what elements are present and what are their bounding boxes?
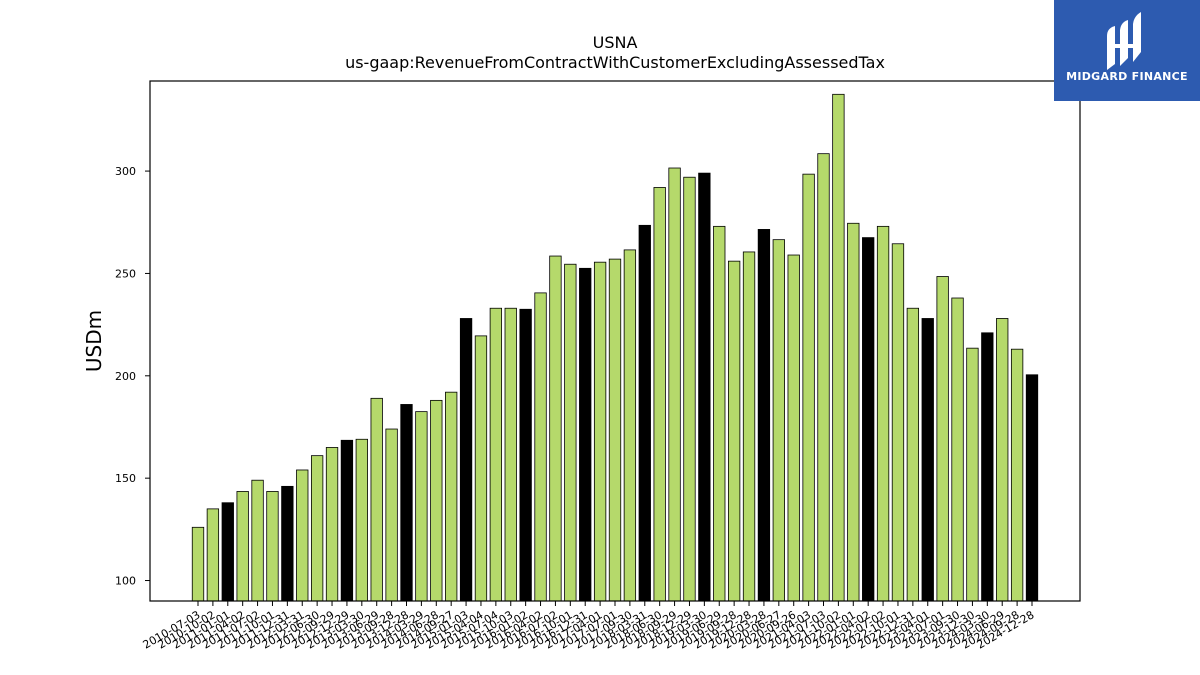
y-tick-label: 200 [115,370,136,383]
bar-2011-12-31 [281,485,294,602]
bar-2019-06-29 [713,225,726,602]
bar-2015-07-04 [489,307,503,602]
bar-2015-04-04 [474,335,488,602]
bar-2022-12-31 [906,307,920,602]
plot-frame [149,80,1081,602]
bar-2018-03-31 [638,224,651,602]
bar-2014-06-28 [430,399,443,602]
y-tick-label: 250 [115,267,136,280]
midgard-logo: MIDGARD FINANCE [1054,0,1200,101]
bar-2012-09-29 [325,447,339,602]
logo-text: MIDGARD FINANCE [1066,70,1188,83]
bar-2011-07-02 [251,479,264,602]
chart-title: USNA [593,33,638,52]
bar-2023-09-30 [951,297,964,602]
bar-2011-01-01 [221,502,234,602]
bar-2016-04-02 [534,292,547,602]
bar-2013-12-28 [400,404,413,602]
y-tick-label: 300 [115,165,136,178]
x-axis-ticks: 2010-07-032010-10-022011-01-012011-04-02… [141,601,1037,652]
bar-2010-07-03 [191,526,205,602]
bar-2023-12-30 [966,347,979,602]
bar-2013-09-28 [385,428,398,602]
bar-2015-01-03 [459,318,473,602]
bar-2016-01-02 [519,308,532,602]
bar-2020-06-27 [772,239,785,602]
bar-2019-12-28 [742,251,756,602]
bar-2018-06-30 [653,187,666,602]
bar-2022-10-01 [891,243,905,602]
bar-2022-04-02 [862,237,875,602]
bar-2019-03-30 [698,172,711,602]
bar-2016-10-01 [564,263,577,602]
bar-2022-01-01 [847,222,860,602]
bar-2012-12-29 [340,439,354,602]
bar-2011-04-02 [236,491,249,602]
bar-2016-07-02 [549,255,562,602]
bar-2024-12-28 [1025,374,1039,602]
bar-2014-09-27 [445,391,458,602]
bar-2023-07-01 [936,276,949,602]
y-axis-label: USDm [82,310,106,372]
y-tick-label: 150 [115,472,136,485]
bar-2017-07-01 [608,258,622,602]
bar-2017-09-30 [623,249,637,602]
bars-group [191,93,1039,602]
bar-2019-09-28 [727,260,741,602]
bar-2018-12-29 [683,176,696,602]
bar-2013-03-30 [355,438,368,602]
bar-2018-09-29 [668,167,681,602]
bar-2024-03-30 [981,332,994,602]
bar-2021-07-03 [817,153,830,602]
bar-2011-10-01 [266,491,279,602]
bar-2015-10-03 [504,307,517,602]
bar-2021-10-02 [832,93,845,602]
y-tick-label: 100 [115,575,136,588]
bar-2024-09-28 [1010,348,1024,602]
bar-2020-09-26 [787,254,800,602]
bar-2012-06-30 [310,455,324,602]
bar-2024-06-29 [996,318,1009,602]
bar-2014-03-29 [415,411,428,602]
bar-2016-12-31 [579,267,592,602]
bar-2020-03-28 [757,229,771,602]
bar-2017-04-01 [593,261,607,602]
midgard-logo-icon [1107,12,1141,70]
bar-2013-06-29 [370,397,383,602]
bar-2022-07-02 [876,225,890,602]
bar-2012-03-31 [296,469,309,602]
bar-2010-10-02 [206,508,220,602]
bar-2023-04-01 [921,318,934,602]
chart-subtitle: us-gaap:RevenueFromContractWithCustomerE… [345,53,885,72]
bar-2021-04-03 [802,173,815,602]
y-axis-ticks: 100 150 200 250 300 [115,165,150,588]
